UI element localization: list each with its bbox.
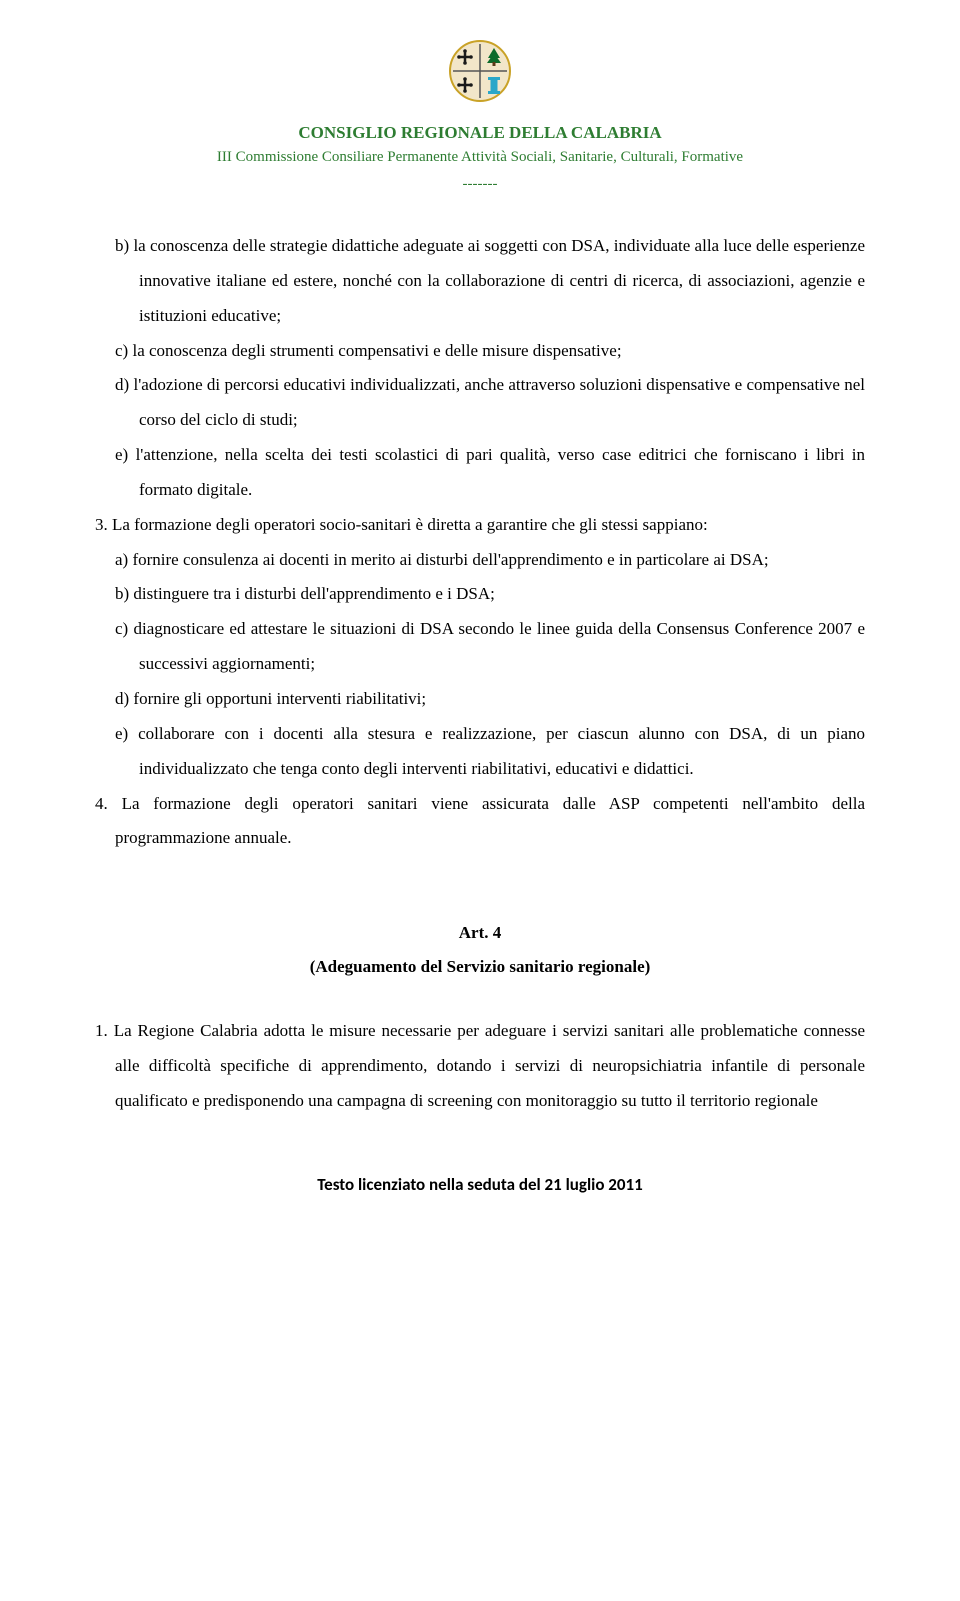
body-text: b) la conoscenza delle strategie didatti… (95, 229, 865, 1119)
list-label: 3. (95, 515, 108, 534)
list-item: d) fornire gli opportuni interventi riab… (95, 682, 865, 717)
list-label: b) (115, 584, 129, 603)
header-title: CONSIGLIO REGIONALE DELLA CALABRIA (95, 123, 865, 143)
list-item: c) diagnosticare ed attestare le situazi… (95, 612, 865, 682)
list-label: 1. (95, 1021, 108, 1040)
list-text: diagnosticare ed attestare le situazioni… (134, 619, 866, 673)
numbered-item: 3. La formazione degli operatori socio-s… (95, 508, 865, 543)
list-text: fornire gli opportuni interventi riabili… (133, 689, 426, 708)
list-text: l'attenzione, nella scelta dei testi sco… (136, 445, 865, 499)
page: CONSIGLIO REGIONALE DELLA CALABRIA III C… (0, 0, 960, 1255)
list-item: e) collaborare con i docenti alla stesur… (95, 717, 865, 787)
list-text: l'adozione di percorsi educativi individ… (133, 375, 865, 429)
list-label: 4. (95, 794, 108, 813)
list-text: la conoscenza degli strumenti compensati… (132, 341, 621, 360)
list-label: c) (115, 619, 128, 638)
list-label: d) (115, 375, 129, 394)
list-text: la conoscenza delle strategie didattiche… (133, 236, 865, 325)
list-text: La formazione degli operatori sanitari v… (115, 794, 865, 848)
list-item: c) la conoscenza degli strumenti compens… (95, 334, 865, 369)
article-title: (Adeguamento del Servizio sanitario regi… (95, 950, 865, 984)
list-label: c) (115, 341, 128, 360)
list-item: e) l'attenzione, nella scelta dei testi … (95, 438, 865, 508)
numbered-item: 1. La Regione Calabria adotta le misure … (95, 1014, 865, 1119)
list-text: collaborare con i docenti alla stesura e… (138, 724, 865, 778)
header-subtitle: III Commissione Consiliare Permanente At… (95, 149, 865, 166)
list-label: b) (115, 236, 129, 255)
list-item: b) la conoscenza delle strategie didatti… (95, 229, 865, 334)
article-number: Art. 4 (95, 916, 865, 950)
list-item: a) fornire consulenza ai docenti in meri… (95, 543, 865, 578)
list-item: b) distinguere tra i disturbi dell'appre… (95, 577, 865, 612)
header-separator: ------- (95, 176, 865, 193)
list-label: d) (115, 689, 129, 708)
list-text: fornire consulenza ai docenti in merito … (132, 550, 768, 569)
list-label: e) (115, 724, 128, 743)
list-text: La formazione degli operatori socio-sani… (112, 515, 708, 534)
numbered-item: 4. La formazione degli operatori sanitar… (95, 787, 865, 857)
footer-text: Testo licenziato nella seduta del 21 lug… (95, 1174, 865, 1195)
list-text: La Regione Calabria adotta le misure nec… (114, 1021, 865, 1110)
logo-container (95, 40, 865, 111)
list-label: a) (115, 550, 128, 569)
regione-calabria-logo-icon (449, 40, 511, 111)
list-item: d) l'adozione di percorsi educativi indi… (95, 368, 865, 438)
list-text: distinguere tra i disturbi dell'apprendi… (133, 584, 494, 603)
list-label: e) (115, 445, 128, 464)
